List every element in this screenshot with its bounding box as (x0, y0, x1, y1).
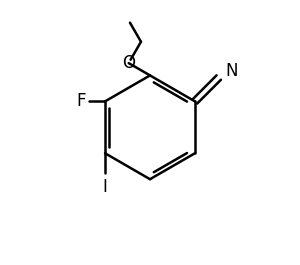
Text: N: N (225, 62, 238, 80)
Text: F: F (76, 92, 86, 110)
Text: I: I (103, 178, 107, 196)
Text: O: O (122, 54, 135, 72)
